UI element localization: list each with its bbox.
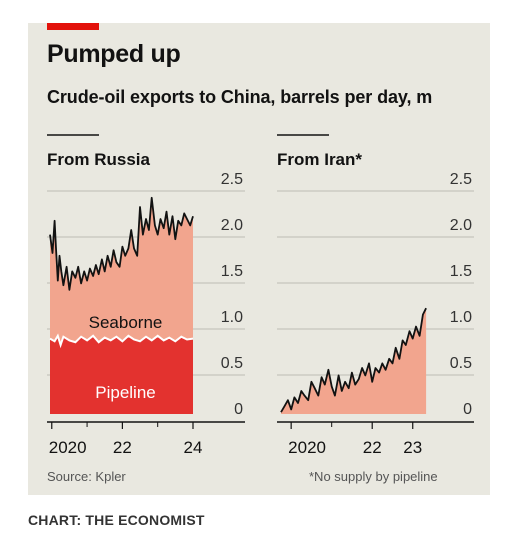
iran-y-tick-label: 0.5 [450, 355, 472, 372]
russia-panel-title: From Russia [47, 150, 151, 169]
russia-y-tick-label: 2.5 [221, 171, 243, 188]
iran-seaborne-line [280, 307, 427, 413]
iran-y-tick-label: 0 [463, 401, 472, 418]
chart-credit: CHART: THE ECONOMIST [28, 512, 205, 528]
brand-tag [47, 23, 99, 30]
iran-y-tick-label: 1.0 [450, 309, 472, 326]
iran-seaborne-area [281, 308, 427, 414]
russia-pipeline-area [50, 335, 193, 414]
russia-pipeline-edge [49, 333, 194, 349]
russia-seaborne-label: Seaborne [89, 313, 163, 332]
russia-y-tick-label: 0 [234, 401, 243, 418]
iran-x-tick-label: 2020 [288, 438, 326, 457]
russia-x-tick-label: 22 [113, 438, 132, 457]
iran-panel-title: From Iran* [277, 150, 362, 169]
russia-pipeline-label: Pipeline [95, 383, 156, 402]
iran-y-tick-label: 1.5 [450, 263, 472, 280]
russia-y-tick-label: 2.0 [221, 217, 243, 234]
iran-y-tick-label: 2.5 [450, 171, 472, 188]
russia-x-tick-label: 2020 [49, 438, 87, 457]
source-note: Source: Kpler [47, 469, 126, 484]
chart-title: Pumped up [47, 40, 181, 68]
chart-panel [28, 23, 490, 495]
russia-y-tick-label: 1.5 [221, 263, 243, 280]
footnote: *No supply by pipeline [309, 469, 438, 484]
russia-x-tick-label: 24 [184, 438, 203, 457]
russia-y-tick-label: 1.0 [221, 309, 243, 326]
russia-y-tick-label: 0.5 [221, 355, 243, 372]
iran-x-tick-label: 23 [403, 438, 422, 457]
iran-y-tick-label: 2.0 [450, 217, 472, 234]
iran-x-tick-label: 22 [363, 438, 382, 457]
chart-subtitle: Crude-oil exports to China, barrels per … [47, 87, 433, 107]
russia-seaborne-line [49, 196, 194, 291]
